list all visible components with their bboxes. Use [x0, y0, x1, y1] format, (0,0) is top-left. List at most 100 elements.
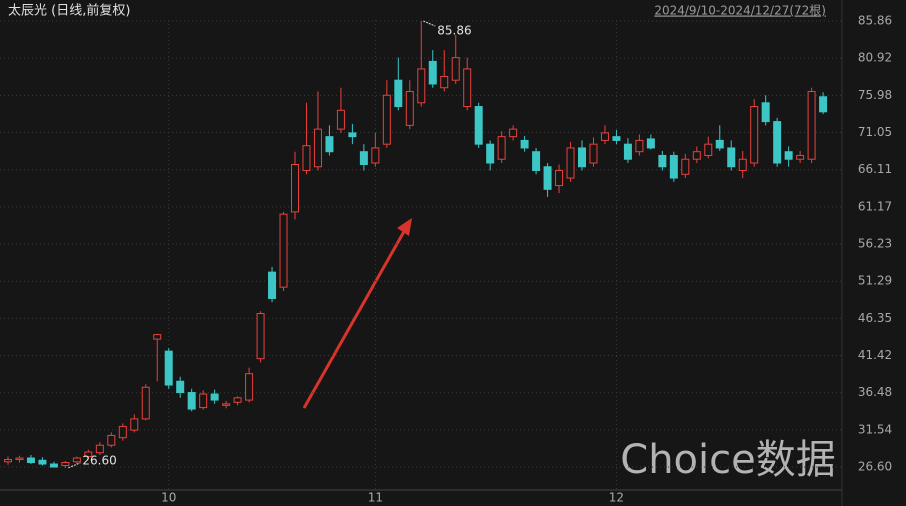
x-tick-label: 12 [609, 491, 624, 505]
candle-body [141, 386, 150, 420]
candle-body [210, 393, 219, 401]
candle-body [566, 147, 575, 179]
candle-body [600, 132, 609, 141]
candle-body [302, 145, 311, 172]
candle-body [348, 132, 357, 138]
candle-body [738, 158, 747, 172]
y-tick-label: 85.86 [858, 14, 892, 28]
candle-body [199, 393, 208, 409]
y-tick-label: 36.48 [858, 385, 892, 399]
candle-body [658, 154, 667, 168]
candle-body [49, 463, 58, 468]
y-tick-label: 26.60 [858, 460, 892, 474]
candle-body [61, 462, 70, 467]
candle-body [692, 151, 701, 160]
candle-body [727, 147, 736, 168]
candle-body [291, 163, 299, 213]
candle-body [784, 151, 793, 160]
candle-body [715, 139, 724, 149]
candle-body [623, 143, 632, 160]
y-tick-label: 31.54 [858, 422, 892, 436]
candle-body [95, 444, 104, 454]
candle-body [612, 136, 621, 141]
candle-body [187, 392, 196, 410]
x-tick-label: 11 [368, 491, 383, 505]
candle-body [578, 147, 586, 168]
x-tick-label: 10 [161, 491, 176, 505]
chart-title: 太辰光 (日线,前复权) [8, 3, 130, 19]
candle-body [313, 128, 322, 168]
candle-body [486, 143, 495, 164]
y-tick-label: 75.98 [858, 88, 892, 102]
candle-body [520, 139, 529, 149]
trend-arrow-head [397, 218, 412, 236]
candle-body [371, 147, 380, 164]
candle-body [704, 143, 713, 156]
y-tick-label: 80.92 [858, 51, 892, 65]
y-tick-label: 66.11 [858, 162, 892, 176]
candle-body [84, 451, 93, 458]
candle-body [325, 136, 334, 153]
candle-body [176, 380, 185, 394]
y-tick-label: 61.17 [858, 199, 892, 213]
candle-body [635, 139, 644, 153]
y-tick-label: 71.05 [858, 125, 892, 139]
candle-body [107, 434, 116, 446]
candle-body [646, 138, 655, 149]
candle-body [118, 425, 127, 439]
high-pointer [423, 20, 436, 27]
candle-body [164, 350, 173, 386]
candle-body [555, 170, 564, 187]
candle-body [222, 403, 231, 406]
candle-body [72, 457, 81, 463]
candle-body [681, 158, 690, 175]
trend-arrow [302, 227, 408, 409]
candle-body [38, 459, 47, 465]
candle-body [474, 106, 483, 145]
candle-body [405, 90, 414, 126]
low-pointer [68, 462, 81, 469]
candle-body [417, 68, 426, 104]
candle-body [543, 166, 552, 190]
candle-body [4, 459, 12, 463]
candle-body [497, 136, 506, 160]
candle-body [532, 151, 541, 172]
candle-body [336, 109, 345, 130]
candle-body [463, 68, 472, 108]
y-tick-label: 41.42 [858, 348, 892, 362]
candle-body [451, 57, 460, 81]
candle-body [428, 60, 437, 85]
candle-body [761, 102, 770, 123]
date-range: 2024/9/10-2024/12/27(72根) [654, 4, 826, 18]
candle-body [589, 143, 598, 164]
candle-body [130, 418, 139, 431]
y-tick-label: 56.23 [858, 237, 892, 251]
candle-body [669, 154, 678, 179]
candle-body [279, 213, 288, 288]
candle-body [233, 397, 242, 403]
candle-body [819, 96, 828, 113]
candle-body [15, 457, 24, 461]
candle-body [382, 94, 391, 145]
high-label: 85.86 [437, 24, 471, 38]
candle-body [26, 457, 35, 464]
candle-body [750, 106, 759, 164]
candle-body [796, 154, 805, 160]
candle-body [509, 128, 518, 138]
low-label: 26.60 [82, 453, 116, 467]
candle-body [440, 75, 449, 89]
candle-body [359, 151, 368, 165]
y-tick-label: 51.29 [858, 274, 892, 288]
candle-body [153, 334, 162, 340]
candle-body [394, 79, 403, 108]
candle-body [268, 271, 277, 299]
candle-body [807, 90, 816, 160]
candle-body [256, 313, 265, 360]
candle-body [773, 121, 782, 164]
y-tick-label: 46.35 [858, 311, 892, 325]
watermark: Choice数据 [620, 437, 835, 483]
plot: 26.60 31.54 36.48 41.42 46.35 51.29 56.23 61.17… [0, 14, 892, 505]
candle-body [245, 373, 254, 401]
